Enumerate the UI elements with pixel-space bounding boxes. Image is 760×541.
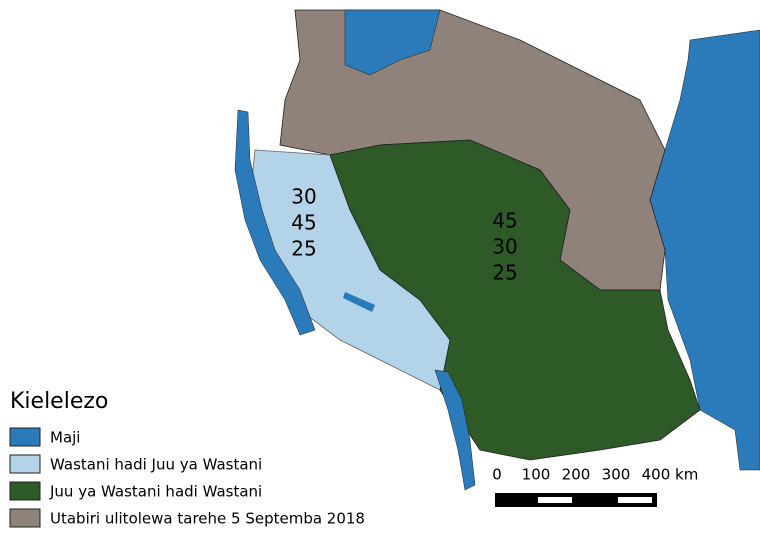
region-label: 25 — [492, 261, 517, 285]
lake-nyasa — [434, 369, 476, 491]
legend-swatch — [9, 454, 41, 474]
legend-swatch — [9, 427, 41, 447]
ocean — [649, 29, 760, 471]
region-label: 30 — [291, 185, 316, 209]
legend-label: Utabiri ulitolewa tarehe 5 Septemba 2018 — [50, 510, 365, 528]
region-label: 45 — [291, 211, 316, 235]
scale-label: 200 — [562, 466, 591, 484]
scale-bar — [495, 493, 657, 507]
scale-label: 0 — [492, 466, 502, 484]
scale-label: 300 — [602, 466, 631, 484]
legend-label: Maji — [50, 429, 80, 447]
region-label: 25 — [291, 237, 316, 261]
region-label: 45 — [492, 209, 517, 233]
legend-title: Kielelezo — [10, 389, 108, 414]
lake-rukwa — [343, 292, 375, 312]
legend-label: Juu ya Wastani hadi Wastani — [49, 483, 262, 501]
scale-label: 400 km — [642, 466, 699, 484]
lake-victoria — [344, 9, 441, 76]
region-above-normal — [329, 139, 701, 461]
legend-swatch — [9, 508, 41, 528]
lake-tanganyika — [234, 109, 316, 336]
scale-label: 100 — [522, 466, 551, 484]
legend-label: Wastani hadi Juu ya Wastani — [50, 456, 262, 474]
region-label: 30 — [492, 235, 517, 259]
legend-swatch — [9, 481, 41, 501]
